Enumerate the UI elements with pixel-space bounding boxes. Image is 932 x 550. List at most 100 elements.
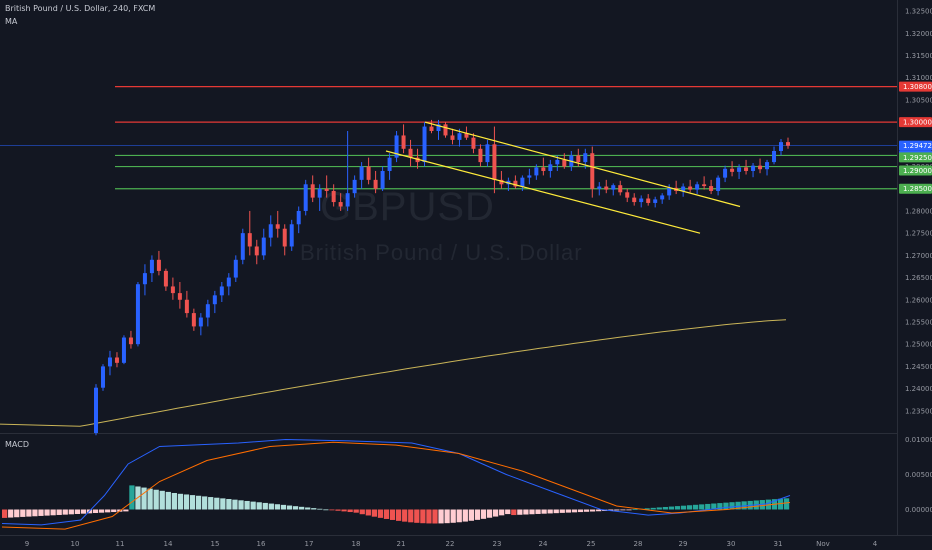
macd-histogram-bar bbox=[311, 508, 317, 510]
macd-histogram-bar bbox=[674, 506, 681, 510]
candle-body bbox=[457, 133, 462, 140]
moving-average bbox=[0, 319, 787, 427]
candle-body bbox=[163, 270, 168, 287]
horizontal-levels bbox=[0, 85, 897, 190]
trend-line-upper bbox=[424, 121, 741, 208]
macd-histogram-bar bbox=[662, 506, 668, 510]
macd-histogram-bar bbox=[711, 503, 717, 510]
macd-histogram-bar bbox=[480, 509, 487, 519]
candle-body bbox=[786, 142, 790, 146]
time-tick: 28 bbox=[634, 540, 643, 548]
candle-body bbox=[289, 224, 294, 247]
candle-body bbox=[254, 246, 259, 256]
candle-body bbox=[366, 166, 371, 180]
candle-body bbox=[408, 148, 413, 158]
candle-body bbox=[415, 157, 420, 163]
time-tick: 18 bbox=[352, 540, 361, 548]
candle-body bbox=[618, 185, 623, 193]
candle-body bbox=[520, 177, 525, 187]
signal-line bbox=[1, 441, 791, 530]
candle-body bbox=[765, 162, 770, 170]
time-tick: 15 bbox=[211, 540, 220, 548]
candle-body bbox=[142, 273, 147, 285]
macd-histogram-bar bbox=[220, 498, 226, 510]
time-tick: 16 bbox=[257, 540, 266, 548]
time-tick: Nov bbox=[816, 540, 830, 548]
candle-body bbox=[450, 135, 455, 140]
price-label-bg bbox=[899, 81, 932, 92]
macd-histogram-bar bbox=[26, 509, 32, 517]
candle-body bbox=[751, 165, 756, 171]
candle-body bbox=[282, 228, 287, 247]
candle-body bbox=[401, 135, 406, 149]
time-tick: 24 bbox=[539, 540, 548, 548]
macd-histogram-bar bbox=[396, 509, 402, 521]
macd-histogram-bar bbox=[183, 494, 190, 510]
candle-body bbox=[324, 188, 329, 191]
candle-body bbox=[212, 295, 217, 305]
price-tick: 1.31500 bbox=[905, 52, 932, 60]
macd-histogram-bar bbox=[80, 509, 87, 514]
watermark-description: British Pound / U.S. Dollar bbox=[300, 240, 583, 265]
candle-body bbox=[100, 366, 105, 388]
macd-histogram-bar bbox=[274, 504, 281, 510]
macd-histogram-bar bbox=[529, 509, 535, 515]
candle-body bbox=[219, 286, 224, 296]
candle-body bbox=[429, 126, 434, 132]
macd-histogram-bar bbox=[693, 504, 699, 510]
price-label-bg bbox=[899, 165, 932, 176]
candle-body bbox=[226, 277, 231, 287]
candle-body bbox=[478, 148, 483, 163]
macd-pane bbox=[1, 438, 791, 530]
macd-histogram-bar bbox=[147, 488, 153, 510]
macd-histogram-bar bbox=[262, 502, 268, 510]
macd-histogram-bar bbox=[650, 507, 656, 510]
symbol-title[interactable]: British Pound / U.S. Dollar, 240, FXCM bbox=[5, 4, 156, 13]
candle-body bbox=[653, 199, 658, 203]
macd-histogram-bar bbox=[280, 504, 287, 510]
macd-histogram-bar bbox=[323, 509, 329, 511]
price-label-bg bbox=[899, 183, 932, 194]
macd-histogram-bar bbox=[620, 509, 626, 511]
price-tick: 1.27000 bbox=[905, 252, 932, 260]
macd-histogram-bar bbox=[577, 509, 584, 513]
candle-body bbox=[170, 286, 175, 294]
time-tick: 10 bbox=[71, 540, 80, 548]
macd-histogram-bar bbox=[141, 487, 147, 510]
macd-pane-label[interactable]: MACD bbox=[5, 440, 29, 449]
macd-histogram-bar bbox=[535, 509, 541, 514]
candle-body bbox=[184, 299, 189, 314]
macd-histogram-bar bbox=[632, 509, 638, 510]
price-tick: 1.32000 bbox=[905, 30, 932, 38]
candle-body bbox=[730, 168, 735, 172]
time-tick: 14 bbox=[164, 540, 173, 548]
candle-body bbox=[310, 184, 315, 198]
macd-histogram-bar bbox=[238, 500, 244, 510]
candle-body bbox=[639, 198, 644, 203]
macd-histogram-bar bbox=[668, 506, 675, 510]
candle-body bbox=[534, 167, 539, 176]
candle-body bbox=[492, 144, 497, 180]
indicator-label-ma[interactable]: MA bbox=[5, 17, 18, 26]
macd-histogram-bar bbox=[74, 509, 80, 514]
price-tick: 1.32500 bbox=[905, 8, 932, 16]
macd-histogram-bar bbox=[123, 509, 129, 512]
macd-histogram-bar bbox=[474, 509, 481, 520]
macd-histogram-bar bbox=[523, 509, 529, 515]
price-label: 1.30000 bbox=[903, 119, 932, 127]
macd-histogram-bar bbox=[759, 500, 765, 510]
time-tick: 31 bbox=[774, 540, 783, 548]
macd-histogram-bar bbox=[347, 509, 353, 513]
candle-body bbox=[611, 185, 616, 190]
candle-body bbox=[338, 202, 343, 207]
candle-body bbox=[380, 170, 385, 189]
candle-body bbox=[191, 313, 196, 327]
candle-body bbox=[646, 198, 651, 203]
price-label-bg bbox=[899, 117, 932, 128]
macd-histogram-bar bbox=[723, 502, 729, 510]
macd-histogram-bar bbox=[195, 495, 202, 510]
macd-tick: 0.00500 bbox=[905, 471, 932, 479]
candle-body bbox=[695, 184, 700, 190]
macd-histogram-bar bbox=[644, 508, 650, 510]
